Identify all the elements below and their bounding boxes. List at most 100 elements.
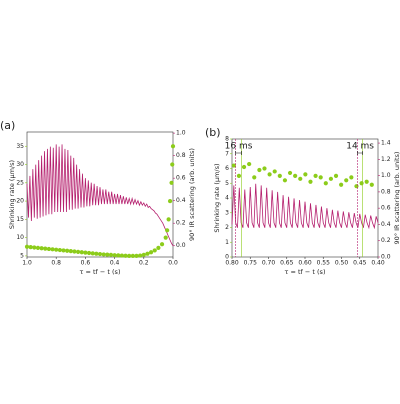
y2-tick-label: 1.0 (381, 172, 391, 179)
panel-label: (a) (0, 119, 15, 132)
plot-frame (231, 138, 379, 258)
y-tick-label: 6 (225, 165, 229, 172)
rate-point (46, 246, 52, 252)
x-tick-label: 0.40 (371, 260, 385, 267)
y-tick-label: 30 (16, 161, 24, 168)
y2-tick-label: 0.2 (176, 220, 186, 227)
rate-point (105, 252, 110, 257)
y2-tick-label: 0.4 (176, 197, 186, 204)
rate-point (94, 251, 99, 256)
rate-point (247, 161, 252, 167)
rate-point (138, 253, 143, 258)
rate-point (35, 245, 41, 250)
ir-line (231, 183, 379, 230)
rate-point (287, 170, 293, 176)
rate-point (97, 251, 103, 257)
x-tick-label: 0.8 (51, 260, 61, 267)
rate-point (308, 179, 313, 184)
x-tick-label: 0.55 (317, 260, 331, 267)
rate-point (72, 249, 77, 254)
y-tick-label: 35 (16, 143, 24, 150)
x-tick-label: 0.2 (139, 260, 149, 267)
rate-point (79, 250, 84, 255)
annotation: 14 ms (346, 142, 374, 152)
rate-point (108, 252, 114, 257)
rate-point (32, 245, 37, 250)
x-axis-label: τ = tf − t (s) (80, 268, 121, 276)
rate-point (86, 250, 92, 256)
rate-point (364, 179, 369, 184)
rate-point (333, 173, 339, 178)
y2-tick-label: 0.2 (381, 237, 391, 244)
rate-point (116, 253, 121, 258)
panel-label: (b) (205, 126, 221, 139)
y2-tick-label: 0.8 (381, 188, 391, 195)
rate-point (130, 253, 135, 259)
y2-tick-label: 1.4 (381, 140, 391, 147)
rate-point (328, 176, 334, 181)
x-tick-label: 0.4 (110, 260, 120, 267)
x-tick-label: 0.70 (262, 260, 276, 267)
y2-tick-label: 0.0 (381, 254, 391, 261)
rate-point (127, 253, 132, 259)
rate-point (359, 181, 364, 186)
bracket (235, 151, 242, 155)
rate-point (282, 178, 288, 183)
rate-point (252, 175, 257, 180)
rate-point (24, 244, 30, 249)
rate-point (257, 167, 262, 173)
rate-point (262, 166, 267, 171)
y2-tick-label: 0.6 (176, 175, 186, 182)
rate-point (57, 247, 62, 253)
x-tick-label: 0.0 (168, 260, 178, 267)
rate-point (323, 181, 328, 186)
annotation: 16 ms (225, 142, 253, 152)
rate-point (354, 184, 359, 189)
rate-point (54, 247, 59, 252)
bracket (357, 151, 363, 155)
rate-point (293, 173, 298, 178)
rate-point (112, 253, 117, 258)
rate-point (344, 178, 349, 183)
rate-point (170, 162, 175, 167)
rate-point (123, 253, 128, 258)
y-tick-label: 8 (225, 136, 229, 143)
y-tick-label: 7 (225, 150, 229, 157)
rate-point (156, 245, 161, 250)
rate-point (166, 217, 171, 222)
x-tick-label: 0.60 (298, 260, 312, 267)
y-tick-label: 5 (20, 252, 24, 259)
y-tick-label: 15 (16, 216, 24, 223)
rate-point (272, 169, 277, 174)
rate-point (145, 251, 150, 256)
rate-point (170, 144, 176, 149)
y2-tick-label: 0.4 (381, 221, 391, 228)
y-tick-label: 2 (225, 224, 229, 231)
rate-point (369, 182, 374, 187)
y2-axis-label: 90° IR scattering (arb. units) (188, 148, 196, 241)
y2-tick-label: 0.8 (176, 152, 186, 159)
rate-point (349, 175, 354, 180)
rate-point (28, 245, 33, 250)
rate-point (339, 182, 344, 187)
ir-line (26, 144, 174, 246)
y-tick-label: 20 (16, 198, 24, 205)
plot-frame (26, 131, 174, 258)
rate-point (101, 252, 106, 257)
rate-point (43, 246, 48, 251)
rate-point (169, 180, 174, 185)
rate-point (313, 173, 318, 178)
rate-point (267, 172, 272, 177)
rate-point (236, 173, 242, 178)
rate-point (50, 247, 55, 252)
rate-point (61, 248, 66, 253)
y-tick-label: 3 (225, 209, 229, 216)
rate-point (134, 253, 139, 259)
x-tick-label: 0.45 (353, 260, 367, 267)
rate-point (68, 249, 73, 254)
rate-point (39, 246, 44, 251)
rate-point (167, 198, 173, 204)
rate-point (90, 251, 95, 256)
rate-point (149, 250, 154, 255)
x-tick-label: 1.0 (22, 260, 32, 267)
